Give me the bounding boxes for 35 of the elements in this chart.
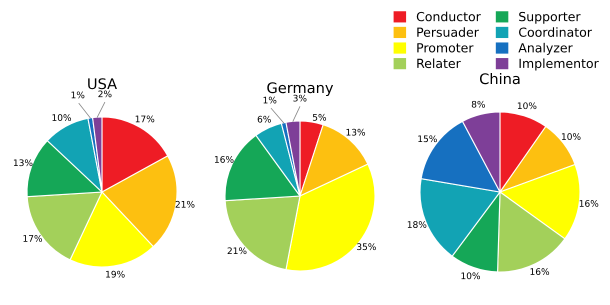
legend-label: Persuader [417,27,479,37]
legend-label: Promoter [417,43,474,52]
data-label: 18% [408,221,426,228]
legend-label: Relater [417,58,461,68]
data-label: 35% [357,243,376,250]
data-label: 10% [52,114,72,122]
legend-label: Analyzer [518,42,573,55]
legend-label: Supporter [519,12,581,24]
legend-label: Coordinator [519,27,592,37]
data-label: 21% [176,200,194,208]
text: USA [88,78,117,90]
data-label: 1% [72,91,84,98]
data-label: 21% [228,247,247,254]
data-label: 16% [214,156,234,163]
data-label: 1% [264,96,276,104]
data-label: 10% [518,102,536,110]
data-label: 17% [23,235,42,242]
data-label: 10% [562,133,581,140]
legend-label: Conductor [416,12,481,22]
data-label: 13% [346,128,366,136]
data-label: 2% [98,90,112,98]
data-label: 3% [293,94,306,102]
data-label: 19% [106,270,125,278]
data-label: 5% [312,114,326,121]
data-label: 10% [461,272,480,280]
data-label: 17% [136,115,154,122]
data-label: 13% [14,159,32,166]
data-label: 16% [530,268,550,276]
data-label: 16% [580,200,598,207]
chart-title: Germany [267,82,334,96]
data-label: 6% [258,116,271,123]
legend-label: Implementor [520,58,599,71]
chart-title: China [480,72,520,84]
data-label: 15% [418,135,437,142]
data-label: 8% [472,100,486,108]
